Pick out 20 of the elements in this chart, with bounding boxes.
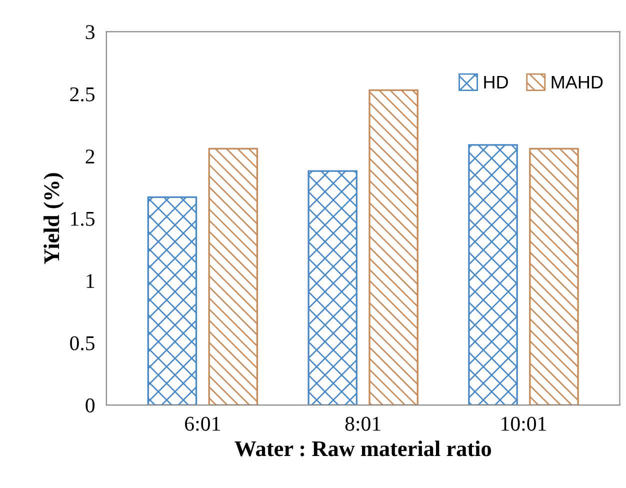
legend-label: HD [484, 76, 508, 88]
bar [208, 148, 258, 406]
bar [308, 170, 358, 406]
bar [529, 148, 579, 406]
y-tick-label: 1.5 [71, 212, 94, 226]
y-tick-label: 1 [86, 274, 94, 288]
y-tick-label: 2.5 [70, 87, 94, 102]
y-tick-label: 0 [86, 398, 95, 412]
bar [368, 89, 418, 406]
bar [147, 196, 198, 406]
y-tick-label: 0.5 [70, 336, 94, 350]
x-tick-label: 6:01 [185, 416, 220, 431]
x-tick-label: 10:01 [502, 416, 546, 431]
x-axis-title: Water : Raw material ratio [234, 440, 492, 456]
bar [468, 144, 518, 406]
y-tick-label: 2 [86, 150, 94, 164]
y-axis-title: Yield (%) [44, 173, 64, 264]
x-tick-label: 8:01 [345, 416, 380, 431]
legend-label: MAHD [552, 76, 603, 88]
y-tick-label: 3 [86, 25, 94, 40]
